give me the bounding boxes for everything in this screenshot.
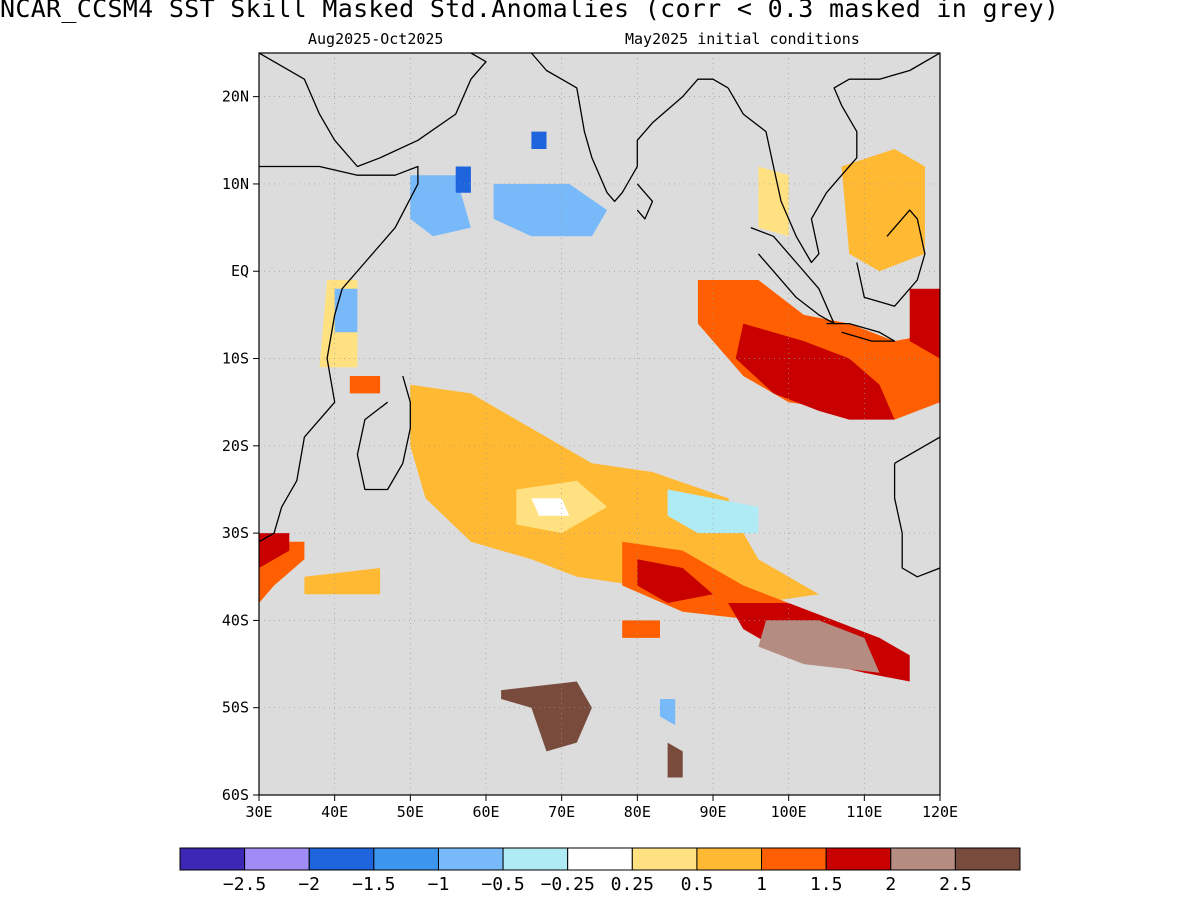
lat-tick-label: 30S	[222, 524, 249, 542]
colorbar-label: 1	[756, 874, 767, 895]
colorbar-label: 0.25	[611, 874, 654, 895]
lon-tick-label: 50E	[397, 803, 424, 821]
anomaly-region-4	[455, 166, 471, 193]
anomaly-region-14	[531, 498, 570, 516]
anomaly-region-11	[349, 376, 381, 394]
anomaly-region-23	[622, 620, 660, 638]
coastline-australia-nw	[894, 436, 940, 464]
anomaly-region-17	[637, 559, 713, 603]
anomaly-region-5	[841, 149, 925, 272]
latitude-axis: 20N 10N EQ 10S 20S 30S 40S 50S 60S	[222, 88, 259, 804]
colorbar-label: −0.25	[541, 874, 595, 895]
lon-tick-label: 80E	[624, 803, 651, 821]
forecast-period: Aug2025-Oct2025	[308, 30, 444, 48]
lon-tick-label: 110E	[846, 803, 882, 821]
lat-tick-label: 10S	[222, 350, 249, 368]
anomaly-region-8	[909, 288, 940, 359]
lon-tick-label: 90E	[699, 803, 726, 821]
lon-tick-label: 60E	[472, 803, 499, 821]
colorbar-swatch	[825, 847, 892, 871]
colorbar-swatch	[696, 847, 763, 871]
colorbar-swatch	[631, 847, 698, 871]
colorbar-swatch	[761, 847, 827, 871]
colorbar-swatch	[179, 847, 246, 871]
colorbar-swatch	[244, 847, 310, 871]
lat-tick-label: EQ	[231, 262, 249, 280]
lat-tick-label: 20N	[222, 88, 249, 106]
colorbar-label: −1.5	[352, 874, 395, 895]
lon-tick-label: 70E	[548, 803, 575, 821]
anomaly-region-15	[667, 489, 759, 534]
colorbar-swatch	[373, 847, 439, 871]
colorbar-label: −2	[298, 874, 320, 895]
anomaly-region-26	[660, 699, 676, 726]
colorbar-swatch	[954, 847, 1021, 871]
anomaly-region-21	[259, 533, 290, 568]
lon-tick-label: 120E	[922, 803, 958, 821]
coastline-madagascar	[356, 375, 411, 491]
coastline-australia	[893, 463, 940, 578]
colorbar-swatch	[890, 847, 956, 871]
anomaly-region-24	[501, 681, 592, 752]
lon-tick-label: 30E	[245, 803, 272, 821]
anomaly-shading	[259, 131, 940, 778]
lat-tick-label: 50S	[222, 699, 249, 717]
lon-tick-label: 40E	[321, 803, 348, 821]
colorbar-swatch	[502, 847, 569, 871]
anomaly-region-10	[334, 288, 358, 333]
anomaly-region-25	[667, 742, 683, 778]
anomaly-region-2	[493, 183, 608, 237]
coastline-southeast-asia	[727, 53, 940, 264]
colorbar-swatch	[567, 847, 633, 871]
map-title: NCAR_CCSM4 SST Skill Masked Std.Anomalie…	[0, 0, 1060, 23]
colorbar-label: −0.5	[481, 874, 524, 895]
anomaly-region-0	[758, 166, 789, 237]
colorbar-label: 0.5	[681, 874, 714, 895]
initial-conditions: May2025 initial conditions	[625, 30, 860, 48]
colorbar-label: 1.5	[810, 874, 843, 895]
coastline-india	[530, 53, 729, 203]
lat-tick-label: 10N	[222, 175, 249, 193]
lat-tick-label: 20S	[222, 437, 249, 455]
colorbar-label: −2.5	[223, 874, 266, 895]
coastline-sri-lanka	[636, 183, 654, 220]
lat-tick-label: 40S	[222, 611, 249, 629]
colorbar-label: 2.5	[939, 874, 972, 895]
color-scale-bar: −2.5 −2 −1.5 −1 −0.5 −0.25 0.25 0.5 1 1.5 2 2.5	[179, 847, 1021, 895]
colorbar-label: −1	[428, 874, 450, 895]
coastline-horn-of-africa	[259, 165, 419, 543]
colorbar-swatch	[308, 847, 375, 871]
coastline-java	[826, 322, 896, 342]
anomaly-region-12	[410, 384, 819, 603]
coastline-africa-arabia	[259, 53, 487, 168]
anomaly-region-22	[304, 568, 381, 595]
coastline-borneo	[856, 209, 926, 307]
lat-tick-label: 60S	[222, 786, 249, 804]
colorbar-swatch	[437, 847, 504, 871]
coastlines	[259, 53, 940, 578]
plot-frame	[258, 52, 941, 796]
lon-tick-label: 100E	[771, 803, 807, 821]
anomaly-region-3	[531, 131, 547, 149]
plot-area	[258, 52, 941, 796]
anomaly-region-7	[735, 323, 895, 420]
colorbar-label: 2	[885, 874, 896, 895]
longitude-axis: 30E 40E 50E 60E 70E 80E 90E 100E 110E 120E	[245, 795, 958, 821]
